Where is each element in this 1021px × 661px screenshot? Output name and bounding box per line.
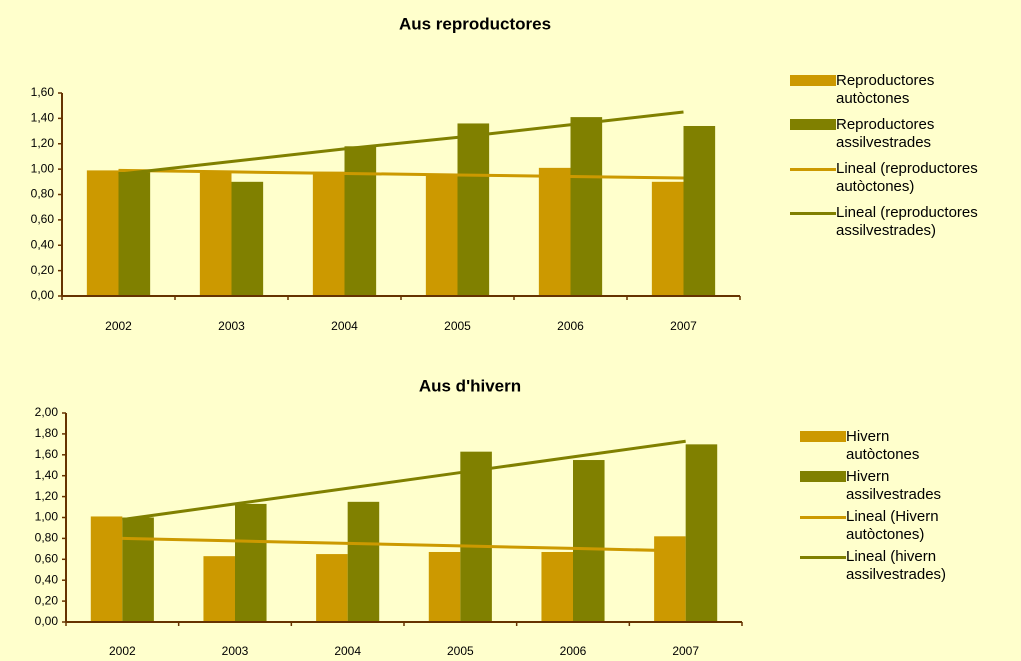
bar [460,451,492,622]
legend-swatch [790,116,836,134]
y-tick-label: 0,20 [31,263,55,277]
bar [118,171,151,296]
x-tick-label: 2005 [444,319,471,333]
legend-label: Hivern autòctones [846,428,920,463]
bar [683,125,716,296]
y-tick-label: 0,60 [31,212,55,226]
legend-entry: Reproductores autòctones [790,72,978,108]
legend-swatch [800,468,846,486]
bar [573,460,605,622]
legend-entry: Lineal (reproductores autòctones) [790,160,978,196]
x-tick-label: 2004 [334,644,361,658]
bar [541,551,573,622]
y-tick-label: 1,00 [31,161,55,175]
x-tick-label: 2003 [218,319,245,333]
x-tick-label: 2006 [557,319,584,333]
legend-swatch [790,72,836,90]
bar [312,171,345,296]
bar [344,146,377,296]
y-tick-label: 1,40 [35,468,59,482]
bar [428,551,461,622]
legend-swatch [800,428,846,446]
y-tick-label: 0,40 [31,237,55,251]
trend-line [122,439,686,522]
y-tick-label: 0,40 [35,572,59,586]
trend-line [118,110,684,176]
legend-entry: Hivern autòctones [800,428,946,464]
x-tick-label: 2006 [560,644,587,658]
x-tick-label: 2007 [672,644,699,658]
legend-entry: Lineal (Hivern autòctones) [800,508,946,544]
legend-swatch [790,204,836,222]
chart-title: Aus d'hivern [419,376,521,395]
bar [425,174,458,296]
legend-label: Lineal (hivern assilvestrades) [846,548,947,583]
y-tick-label: 1,60 [31,85,55,99]
legend-entry: Lineal (hivern assilvestrades) [800,548,946,584]
legend-label: Hivern assilvestrades [846,468,942,503]
bar [122,517,154,622]
y-tick-label: 0,20 [35,593,59,607]
bar [347,501,380,622]
legend-swatch [790,160,836,178]
legend-label: Lineal (reproductores autòctones) [836,160,978,195]
y-tick-label: 1,40 [31,111,55,125]
legend-entry: Hivern assilvestrades [800,468,946,504]
y-tick-label: 1,20 [35,489,59,503]
y-tick-label: 1,00 [35,510,59,524]
chart-title: Aus reproductores [399,14,551,33]
legend: Hivern autòctones Hivern assilvestrades Li… [800,428,946,588]
bar [538,167,571,296]
y-tick-label: 2,00 [35,405,59,419]
legend-label: Lineal (Hivern autòctones) [846,508,939,543]
legend-entry: Lineal (reproductores assilvestrades) [790,204,978,240]
bar [90,516,123,622]
bar [86,170,119,296]
bar [231,181,264,296]
legend-label: Reproductores autòctones [836,72,935,107]
trend-line [118,168,684,180]
y-tick-label: 1,80 [35,426,59,440]
legend-entry: Reproductores assilvestrades [790,116,978,152]
bar [685,444,718,622]
x-tick-label: 2005 [447,644,474,658]
legend-label: Lineal (reproductores assilvestrades) [836,204,978,239]
bar [316,554,348,622]
legend-swatch [800,548,846,566]
y-tick-label: 1,20 [31,136,55,150]
x-tick-label: 2004 [331,319,358,333]
x-tick-label: 2007 [670,319,697,333]
legend-swatch [800,508,846,526]
y-tick-label: 0,00 [31,288,55,302]
y-tick-label: 0,60 [35,551,59,565]
bar [199,172,232,296]
trend-line [122,536,686,553]
bar [235,503,267,622]
y-tick-label: 0,00 [35,614,59,628]
legend-label: Reproductores assilvestrades [836,116,935,151]
y-tick-label: 1,60 [35,447,59,461]
x-tick-label: 2003 [222,644,249,658]
x-tick-label: 2002 [105,319,132,333]
y-tick-label: 0,80 [35,531,59,545]
bar [203,556,235,622]
legend: Reproductores autòctones Reproductores as… [790,72,978,248]
bar [651,181,684,296]
y-tick-label: 0,80 [31,187,55,201]
x-tick-label: 2002 [109,644,136,658]
bar [570,117,603,296]
bar [457,123,490,296]
